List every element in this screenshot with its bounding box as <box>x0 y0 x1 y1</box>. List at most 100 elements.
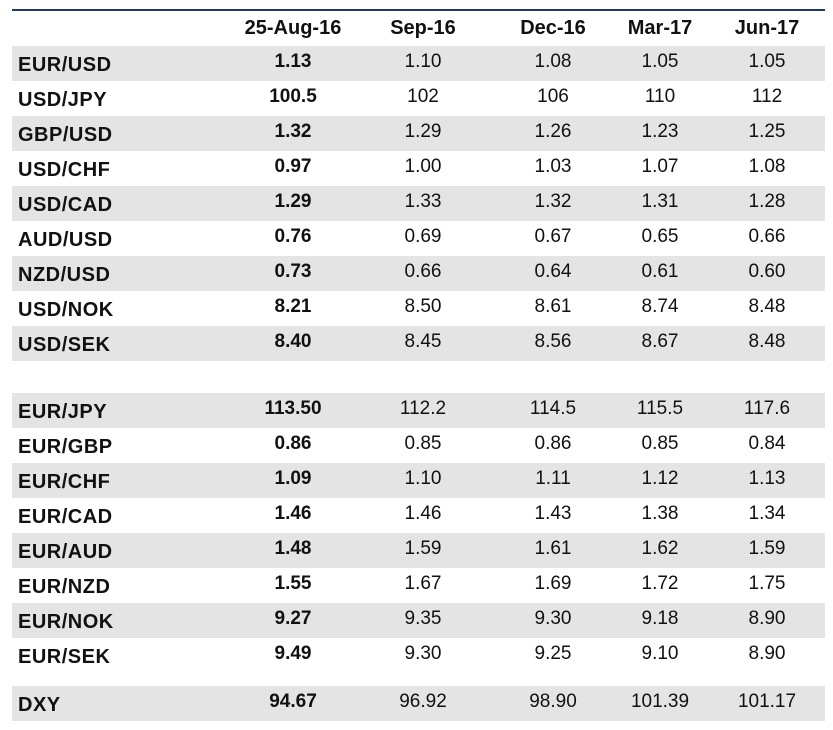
row-label: EUR/USD <box>18 54 112 76</box>
table-row: AUD/USD 0.76 0.69 0.67 0.65 0.66 <box>12 221 825 256</box>
table-row: EUR/USD 1.13 1.10 1.08 1.05 1.05 <box>12 46 825 81</box>
row-label: USD/CHF <box>18 159 111 181</box>
cell-value: 9.35 <box>404 608 442 629</box>
cell-value: 9.27 <box>274 608 312 629</box>
cell-value: 0.86 <box>534 433 572 454</box>
table-row: EUR/NZD 1.55 1.67 1.69 1.72 1.75 <box>12 568 825 603</box>
cell-value: 112 <box>751 86 783 107</box>
cell-value: 1.03 <box>534 156 572 177</box>
cell-value: 1.55 <box>274 573 312 594</box>
cell-value: 8.21 <box>274 296 312 317</box>
cell-value: 101.39 <box>630 691 690 712</box>
cell-value: 0.64 <box>534 261 572 282</box>
row-label: USD/CAD <box>18 194 113 216</box>
cell-value: 8.61 <box>534 296 572 317</box>
table-row: EUR/GBP 0.86 0.85 0.86 0.85 0.84 <box>12 428 825 463</box>
cell-value: 1.59 <box>748 538 786 559</box>
row-label: EUR/SEK <box>18 646 111 668</box>
row-label: AUD/USD <box>18 229 113 251</box>
cell-value: 1.05 <box>748 51 786 72</box>
column-header: Sep-16 <box>390 17 456 39</box>
cell-value: 0.73 <box>274 261 312 282</box>
table-row: USD/CHF 0.97 1.00 1.03 1.07 1.08 <box>12 151 825 186</box>
cell-value: 1.32 <box>534 191 572 212</box>
cell-value: 101.17 <box>737 691 797 712</box>
row-label: NZD/USD <box>18 264 111 286</box>
cell-value: 0.66 <box>404 261 442 282</box>
cell-value: 1.33 <box>404 191 442 212</box>
cell-value: 114.5 <box>529 398 577 419</box>
cell-value: 113.50 <box>264 398 322 419</box>
cell-value: 1.13 <box>748 468 786 489</box>
table-row: NZD/USD 0.73 0.66 0.64 0.61 0.60 <box>12 256 825 291</box>
table-row: USD/SEK 8.40 8.45 8.56 8.67 8.48 <box>12 326 825 361</box>
top-rule <box>12 9 825 11</box>
cell-value: 0.86 <box>274 433 312 454</box>
cell-value: 9.30 <box>534 608 572 629</box>
cell-value: 96.92 <box>399 691 447 712</box>
cell-value: 1.09 <box>274 468 312 489</box>
table-row: GBP/USD 1.32 1.29 1.26 1.23 1.25 <box>12 116 825 151</box>
row-label: EUR/NZD <box>18 576 111 598</box>
cell-value: 1.26 <box>534 121 572 142</box>
cell-value: 9.49 <box>274 643 312 664</box>
cell-value: 9.30 <box>404 643 442 664</box>
cell-value: 100.5 <box>269 86 317 107</box>
table-row: EUR/AUD 1.48 1.59 1.61 1.62 1.59 <box>12 533 825 568</box>
row-label: USD/JPY <box>18 89 108 111</box>
cell-value: 1.05 <box>641 51 679 72</box>
table-row: EUR/JPY 113.50 112.2 114.5 115.5 117.6 <box>12 393 825 428</box>
column-header: 25-Aug-16 <box>244 17 342 39</box>
cell-value: 1.10 <box>404 51 442 72</box>
cell-value: 1.46 <box>404 503 442 524</box>
cell-value: 0.76 <box>274 226 312 247</box>
cell-value: 1.13 <box>274 51 312 72</box>
cell-value: 94.67 <box>269 691 317 712</box>
cell-value: 8.48 <box>748 331 786 352</box>
cell-value: 1.61 <box>534 538 572 559</box>
column-header: Jun-17 <box>734 17 800 39</box>
cell-value: 8.90 <box>748 643 786 664</box>
row-label: EUR/JPY <box>18 401 108 423</box>
cell-value: 1.69 <box>534 573 572 594</box>
cell-value: 1.32 <box>274 121 312 142</box>
cell-value: 1.11 <box>535 468 571 489</box>
cell-value: 1.48 <box>274 538 312 559</box>
cell-value: 9.10 <box>641 643 679 664</box>
cell-value: 106 <box>537 86 569 107</box>
cell-value: 1.59 <box>404 538 442 559</box>
cell-value: 0.84 <box>748 433 786 454</box>
cell-value: 1.62 <box>641 538 679 559</box>
cell-value: 1.00 <box>404 156 442 177</box>
cell-value: 1.67 <box>404 573 442 594</box>
table-row: EUR/CAD 1.46 1.46 1.43 1.38 1.34 <box>12 498 825 533</box>
cell-value: 117.6 <box>743 398 791 419</box>
cell-value: 1.75 <box>748 573 786 594</box>
cell-value: 8.50 <box>404 296 442 317</box>
cell-value: 8.56 <box>534 331 572 352</box>
table-row: DXY 94.67 96.92 98.90 101.39 101.17 <box>12 686 825 721</box>
cell-value: 1.29 <box>274 191 312 212</box>
row-label: EUR/AUD <box>18 541 113 563</box>
table-row: USD/NOK 8.21 8.50 8.61 8.74 8.48 <box>12 291 825 326</box>
cell-value: 1.07 <box>641 156 679 177</box>
row-label: USD/NOK <box>18 299 114 321</box>
row-label: EUR/CAD <box>18 506 113 528</box>
cell-value: 1.08 <box>748 156 786 177</box>
cell-value: 98.90 <box>529 691 577 712</box>
cell-value: 0.61 <box>641 261 679 282</box>
table-row: EUR/SEK 9.49 9.30 9.25 9.10 8.90 <box>12 638 825 673</box>
row-label: USD/SEK <box>18 334 111 356</box>
cell-value: 1.12 <box>641 468 679 489</box>
cell-value: 9.18 <box>641 608 679 629</box>
cell-value: 1.25 <box>748 121 786 142</box>
cell-value: 8.40 <box>274 331 312 352</box>
cell-value: 9.25 <box>534 643 572 664</box>
column-header: Dec-16 <box>520 17 586 39</box>
cell-value: 0.97 <box>274 156 312 177</box>
cell-value: 1.43 <box>534 503 572 524</box>
cell-value: 102 <box>407 86 439 107</box>
cell-value: 8.48 <box>748 296 786 317</box>
cell-value: 8.90 <box>748 608 786 629</box>
